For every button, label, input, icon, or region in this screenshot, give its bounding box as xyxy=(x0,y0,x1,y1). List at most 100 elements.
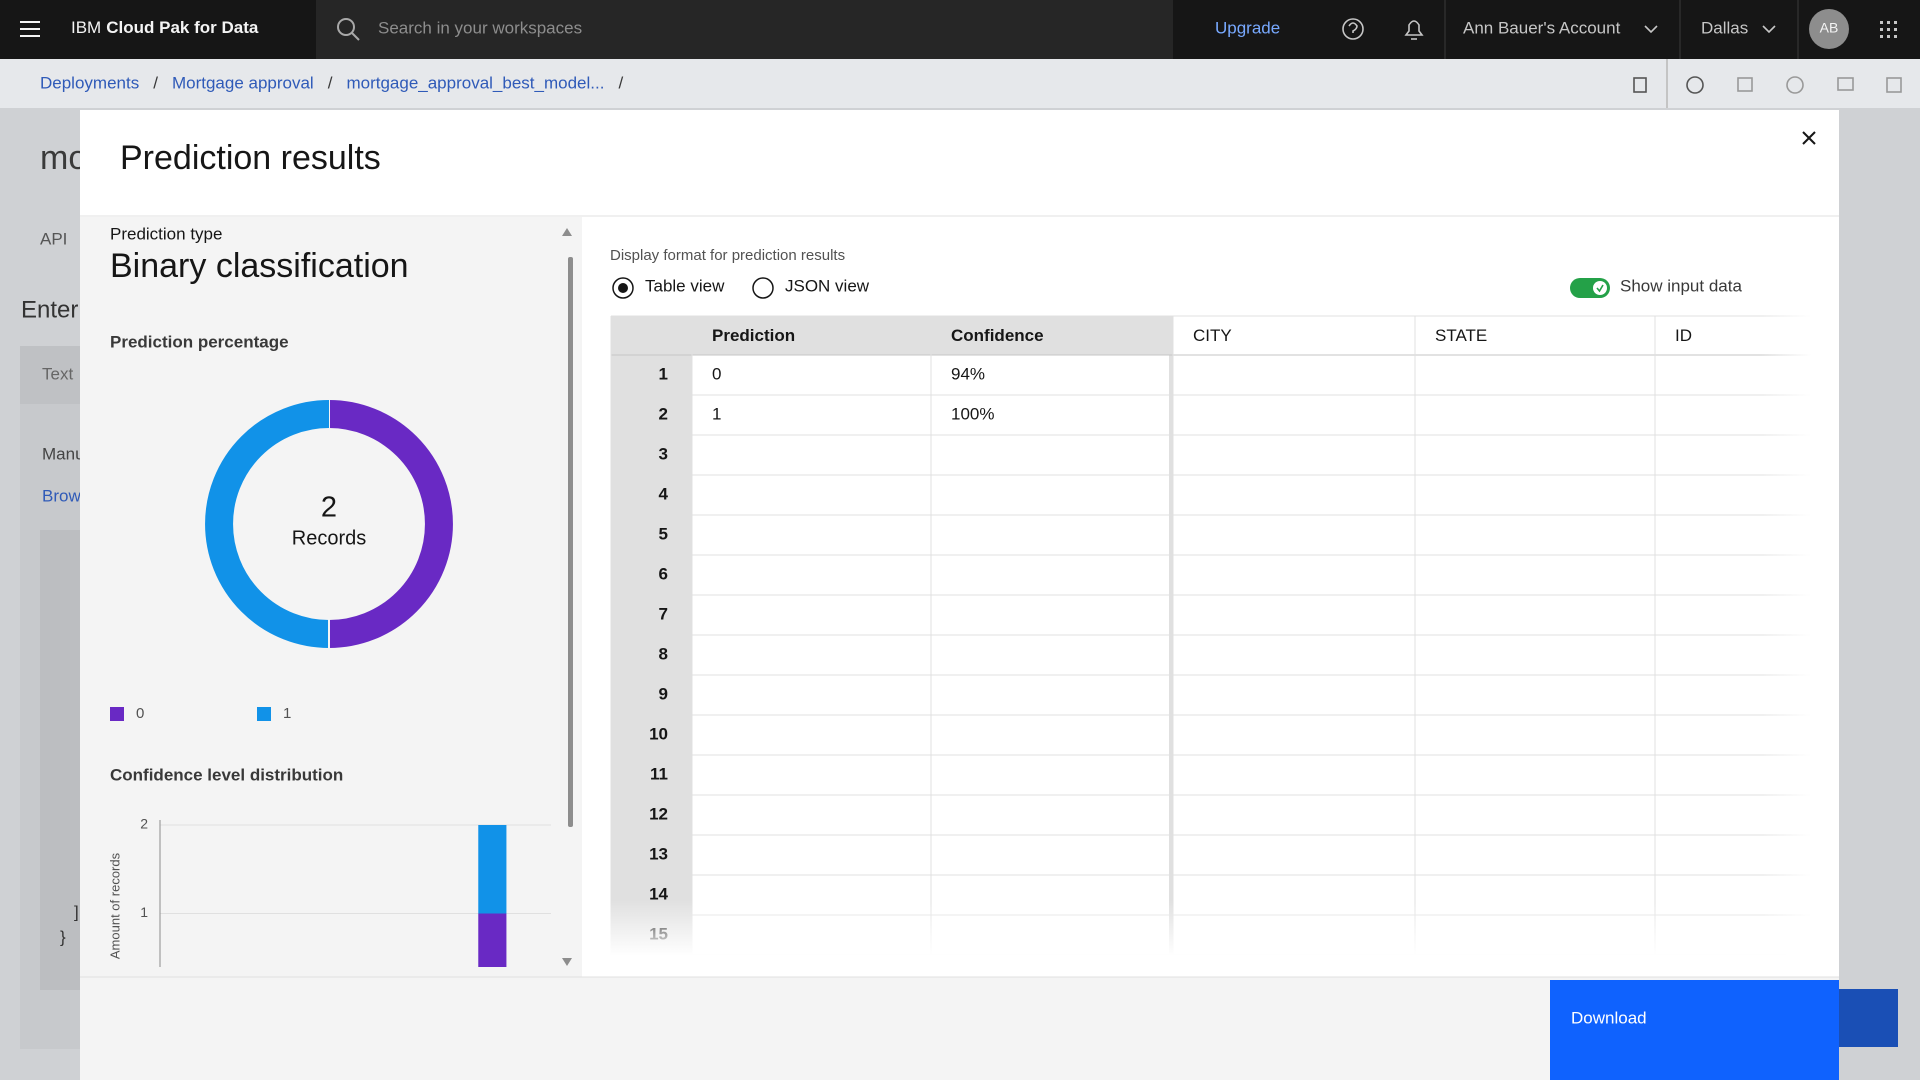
row-number: 14 xyxy=(649,884,668,903)
radio[interactable] xyxy=(752,277,774,299)
bg-link: Brow xyxy=(42,486,81,505)
history-icon[interactable] xyxy=(1786,76,1804,94)
bg-label: Manu xyxy=(42,444,85,463)
breadcrumb-separator: / xyxy=(618,73,623,92)
app-switcher[interactable] xyxy=(1880,21,1897,38)
radio-label: JSON view xyxy=(785,276,870,295)
center-value: 2 xyxy=(321,492,337,524)
brand-prefix: IBM xyxy=(71,18,101,37)
bg-code: } xyxy=(60,927,66,946)
view-options: Table view JSON view xyxy=(612,276,870,299)
breadcrumb-link[interactable]: mortgage_approval_best_model... xyxy=(346,73,604,92)
row-number: 4 xyxy=(659,484,669,503)
bg-tab: API xyxy=(40,229,67,248)
avatar[interactable] xyxy=(1809,9,1849,49)
chevron xyxy=(1762,25,1776,34)
prediction-type: Binary classification xyxy=(110,247,409,285)
bg-tab-box xyxy=(20,346,80,404)
avatar-initials: AB xyxy=(1820,20,1839,36)
region-switcher[interactable]: Dallas xyxy=(1701,18,1748,37)
radio-label: Table view xyxy=(645,276,725,295)
brand[interactable]: IBM Cloud Pak for Data xyxy=(71,18,259,37)
legend-label: 0 xyxy=(136,705,144,722)
upgrade-link[interactable]: Upgrade xyxy=(1215,18,1280,37)
donut-segment xyxy=(328,400,453,648)
dot xyxy=(1880,21,1883,24)
bg-editor xyxy=(40,530,80,990)
show-input-toggle[interactable] xyxy=(1570,278,1610,298)
modal-footer xyxy=(80,977,1839,1080)
results-table: 123456789101112131415PredictionConfidenc… xyxy=(610,315,1811,955)
dot xyxy=(1887,21,1890,24)
bar-segment xyxy=(478,825,507,914)
legend-swatch xyxy=(257,707,271,721)
search-bar[interactable] xyxy=(316,0,1173,59)
legend-swatch xyxy=(110,707,124,721)
header-row xyxy=(611,316,1169,355)
chart-title: Confidence level distribution xyxy=(110,765,343,784)
y-tick-label: 1 xyxy=(140,904,148,920)
notification-icon[interactable] xyxy=(1404,20,1424,40)
download-label: Download xyxy=(1571,1008,1647,1027)
row-number: 2 xyxy=(659,404,668,423)
info-icon[interactable] xyxy=(1686,76,1704,94)
row-number: 13 xyxy=(649,844,668,863)
row-number: 8 xyxy=(659,644,668,663)
help-icon[interactable] xyxy=(1342,18,1364,40)
breadcrumb-bar xyxy=(0,59,1920,108)
brand-name: Cloud Pak for Data xyxy=(106,18,259,37)
bg-section: Enter xyxy=(21,296,78,323)
bg-title: mo xyxy=(40,139,87,177)
menu-icon[interactable] xyxy=(20,21,40,37)
row-number: 7 xyxy=(659,604,668,623)
row-number: 10 xyxy=(649,724,668,743)
comment-icon[interactable] xyxy=(1837,77,1854,91)
fade xyxy=(1760,315,1811,956)
radio-dot xyxy=(618,283,628,293)
dot xyxy=(1887,35,1890,38)
dot xyxy=(1887,28,1890,31)
column-header: Prediction xyxy=(712,326,795,345)
chart-title: Prediction percentage xyxy=(110,332,289,351)
bg-button xyxy=(1839,989,1898,1047)
fade xyxy=(610,900,1811,956)
account-switcher[interactable]: Ann Bauer's Account xyxy=(1463,18,1621,37)
dot xyxy=(1894,21,1897,24)
toggle-knob xyxy=(1593,281,1607,295)
cell: 0 xyxy=(712,364,721,383)
icon[interactable] xyxy=(1737,77,1753,92)
check xyxy=(1596,284,1604,293)
donut-segment xyxy=(205,400,330,648)
display-format-label: Display format for prediction results xyxy=(610,247,845,264)
column-header: Confidence xyxy=(951,326,1044,345)
icon[interactable] xyxy=(1886,77,1902,93)
summary-content: Prediction type Binary classification Pr… xyxy=(107,224,551,967)
row-number: 9 xyxy=(659,684,668,703)
breadcrumb-link[interactable]: Mortgage approval xyxy=(172,73,314,92)
dot xyxy=(1880,28,1883,31)
dot xyxy=(1894,35,1897,38)
row-number: 5 xyxy=(659,524,668,543)
dot xyxy=(1880,35,1883,38)
close-button[interactable] xyxy=(1802,131,1816,145)
scrollbar[interactable] xyxy=(562,228,573,966)
row-number: 6 xyxy=(659,564,668,583)
search-placeholder: Search in your workspaces xyxy=(378,18,582,37)
modal-title: Prediction results xyxy=(120,139,381,177)
breadcrumb-link[interactable]: Deployments xyxy=(40,73,139,92)
cell: 94% xyxy=(951,364,985,383)
breadcrumb-separator: / xyxy=(153,73,158,92)
download-button[interactable] xyxy=(1550,980,1839,1080)
summary-panel xyxy=(80,217,582,977)
trash-icon[interactable] xyxy=(1633,77,1647,93)
toggle-label: Show input data xyxy=(1620,276,1742,295)
chevron xyxy=(1644,25,1658,34)
toolbar-icons xyxy=(1633,59,1902,108)
center-label: Records xyxy=(292,527,366,549)
row-number: 3 xyxy=(659,444,668,463)
row-number: 11 xyxy=(650,764,668,783)
bg-code: ] xyxy=(74,902,79,921)
y-axis-label: Amount of records xyxy=(107,852,122,959)
